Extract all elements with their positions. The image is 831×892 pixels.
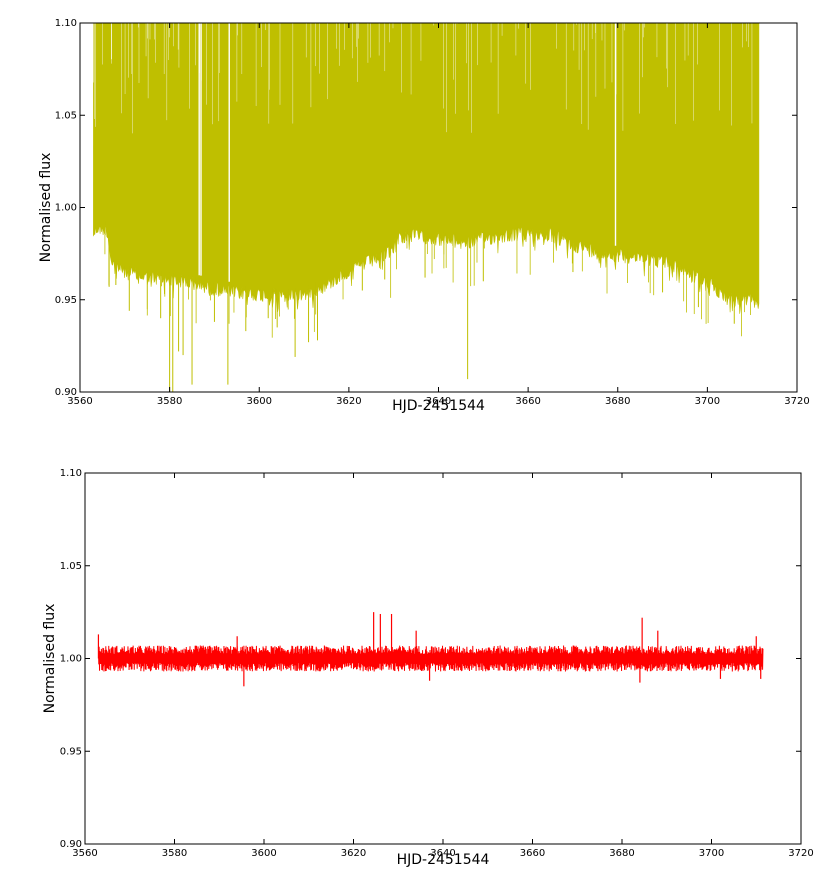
x-tick-label: 3660: [515, 396, 540, 407]
x-axis-label: HJD-2451544: [392, 398, 485, 414]
x-tick-label: 3680: [605, 396, 630, 407]
y-tick-label: 0.90: [60, 839, 82, 850]
flux-series-line: [97, 645, 764, 672]
y-tick-label: 0.95: [55, 295, 77, 306]
x-tick-label: 3640: [426, 396, 451, 407]
x-tick-label: 3600: [247, 396, 272, 407]
x-tick-label: 3700: [695, 396, 720, 407]
x-tick-label: 3720: [784, 396, 809, 407]
x-tick-label: 3620: [341, 848, 366, 859]
x-tick-label: 3720: [788, 848, 813, 859]
x-tick-label: 3580: [157, 396, 182, 407]
y-tick-label: 0.90: [55, 387, 77, 398]
x-tick-label: 3680: [609, 848, 634, 859]
x-tick-label: 3700: [699, 848, 724, 859]
y-axis-label: Normalised flux: [38, 153, 54, 263]
y-tick-label: 1.00: [55, 203, 77, 214]
y-tick-label: 1.00: [60, 654, 82, 665]
x-tick-label: 3560: [72, 848, 97, 859]
plot-area: [93, 23, 760, 392]
y-tick-label: 1.05: [55, 110, 77, 121]
y-tick-label: 1.05: [60, 561, 82, 572]
x-tick-label: 3660: [520, 848, 545, 859]
x-tick-label: 3600: [251, 848, 276, 859]
y-tick-label: 0.95: [60, 746, 82, 757]
x-tick-label: 3640: [430, 848, 455, 859]
plot-area: [97, 612, 764, 687]
x-tick-label: 3560: [67, 396, 92, 407]
bottom-light-curve-panel: 3560 3580 3600 3620 3640 3660 3680 3700 3720 0.90…: [42, 468, 814, 868]
x-tick-label: 3620: [336, 396, 361, 407]
top-light-curve-panel: 3560 3580 3600 3620 3640 3660 3680 3700 3720 0.90…: [38, 18, 810, 414]
y-tick-label: 1.10: [60, 468, 82, 479]
x-tick-label: 3580: [162, 848, 187, 859]
y-tick-label: 1.10: [55, 18, 77, 29]
y-axis-label: Normalised flux: [42, 604, 58, 714]
flux-series-fill: [93, 23, 760, 314]
x-axis-label: HJD-2451544: [397, 852, 490, 868]
